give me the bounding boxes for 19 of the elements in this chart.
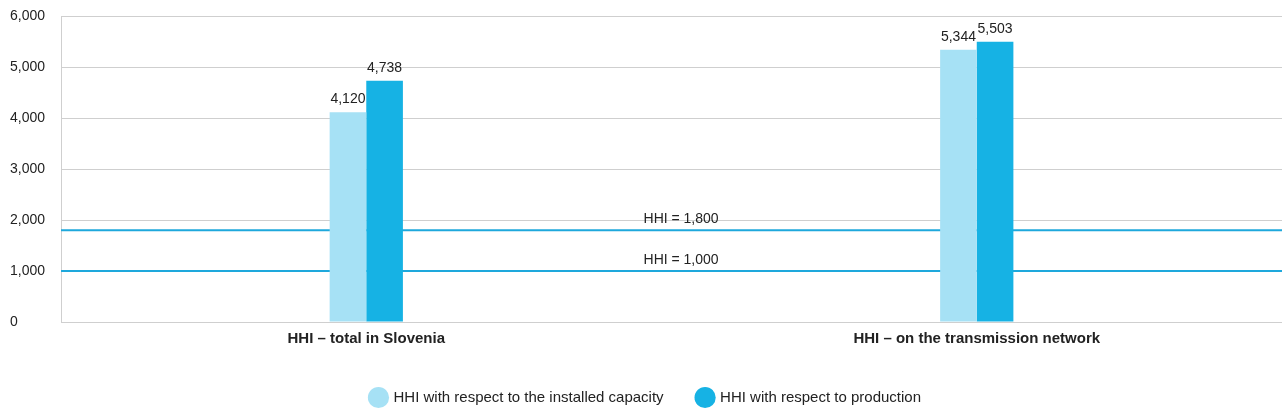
ref-line-label: HHI = 1,000 [643, 250, 719, 267]
legend-label: HHI with respect to the installed capacity [393, 387, 665, 405]
y-tick-label: 4,000 [10, 109, 46, 126]
y-tick-label: 5,000 [10, 58, 46, 75]
legend-label: HHI with respect to production [720, 387, 922, 405]
bar [329, 112, 367, 322]
x-tick-label: HHI – total in Slovenia [287, 329, 446, 347]
y-tick-label: 0 [10, 312, 18, 329]
y-tick-label: 1,000 [10, 261, 46, 278]
text: 4,738 [367, 58, 403, 75]
y-tick-label: 2,000 [10, 210, 46, 227]
bar [940, 49, 977, 322]
y-tick-label: 3,000 [10, 160, 46, 177]
text: 5,344 [940, 27, 976, 44]
x-tick-label: HHI – on the transmission network [853, 329, 1101, 347]
ref-line-label: HHI = 1,800 [643, 210, 719, 227]
text: 4,120 [330, 90, 366, 107]
text: 5,503 [977, 19, 1013, 36]
y-tick-label: 6,000 [10, 7, 46, 24]
